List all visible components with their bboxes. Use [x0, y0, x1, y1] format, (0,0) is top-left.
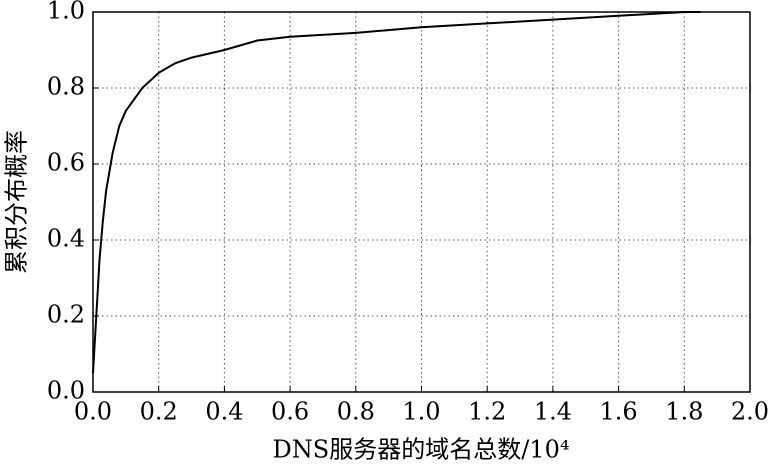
y-tick-label: 0.0 [47, 377, 85, 405]
x-axis-label: DNS服务器的域名总数/10⁴ [273, 436, 570, 464]
x-tick-label: 1.6 [600, 398, 638, 426]
plot-frame [92, 11, 751, 393]
y-axis-label: 累积分布概率 [3, 130, 31, 274]
x-tick-label: 0.0 [74, 398, 112, 426]
x-tick-label: 1.8 [665, 398, 703, 426]
data-line [92, 11, 701, 374]
x-tick-label: 0.4 [205, 398, 243, 426]
x-tick-label: 0.8 [337, 398, 375, 426]
x-tick-label: 0.2 [140, 398, 178, 426]
x-tick-label: 2.0 [731, 398, 769, 426]
y-tick-label: 0.2 [47, 301, 85, 329]
x-tick-label: 1.0 [402, 398, 440, 426]
y-tick-label: 0.6 [47, 149, 85, 177]
y-tick-label: 0.8 [47, 73, 85, 101]
x-tick-label: 0.6 [271, 398, 309, 426]
y-tick-label: 0.4 [47, 225, 85, 253]
y-tick-label: 1.0 [47, 0, 85, 25]
x-tick-label: 1.4 [534, 398, 572, 426]
x-tick-label: 1.2 [468, 398, 506, 426]
